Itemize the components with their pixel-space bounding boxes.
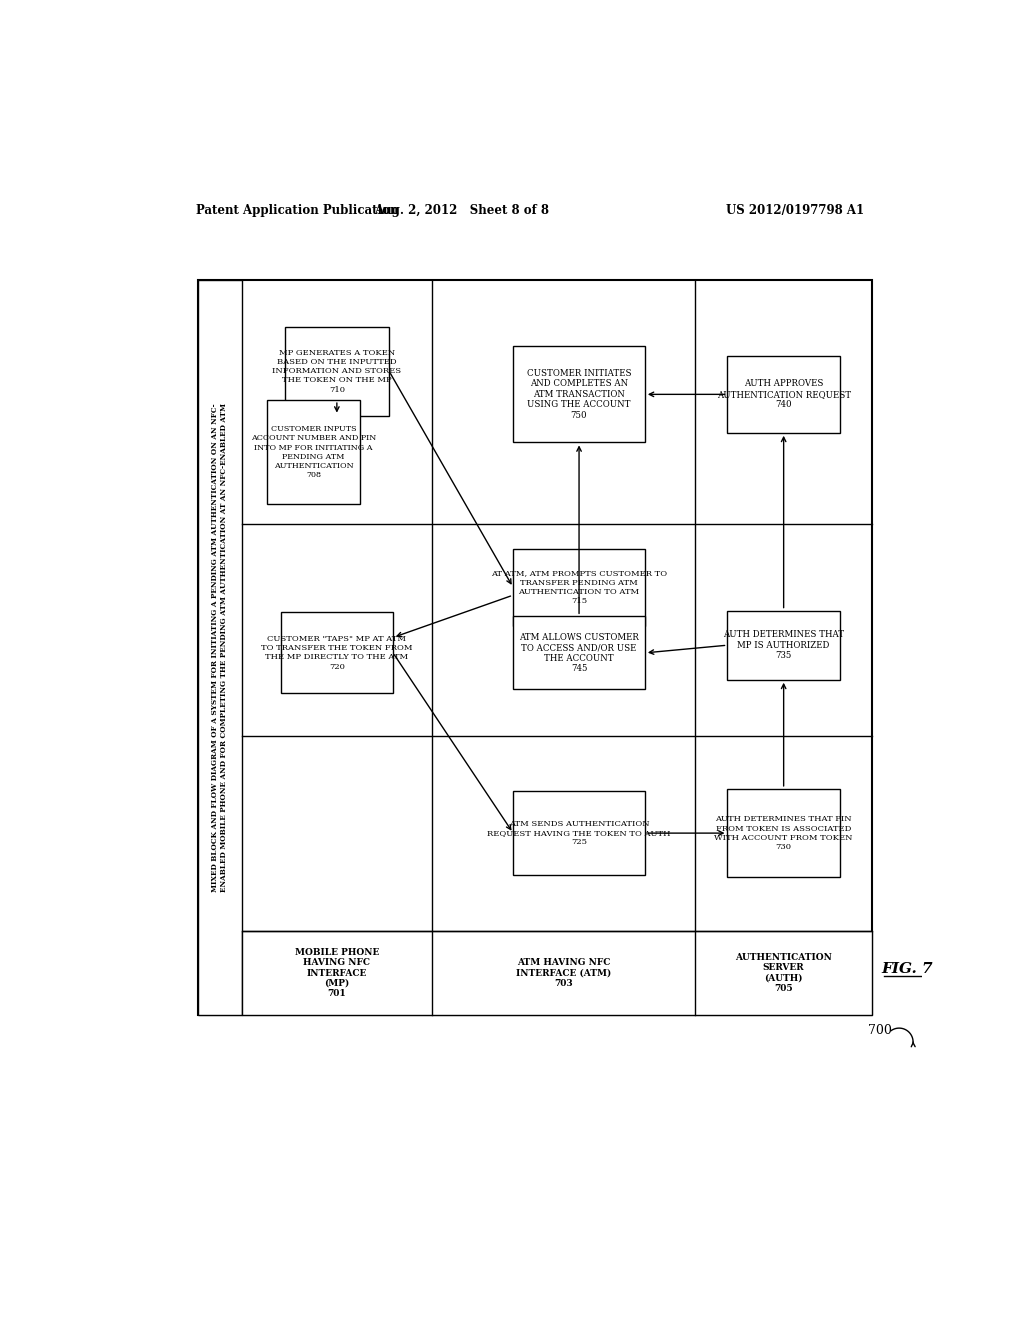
Bar <box>267 400 360 504</box>
Bar <box>513 346 645 442</box>
Bar <box>513 791 645 875</box>
Bar <box>513 549 645 626</box>
Text: CUSTOMER INITIATES
AND COMPLETES AN
ATM TRANSACTION
USING THE ACCOUNT
750: CUSTOMER INITIATES AND COMPLETES AN ATM … <box>526 370 632 420</box>
Text: AT ATM, ATM PROMPTS CUSTOMER TO
TRANSFER PENDING ATM
AUTHENTICATION TO ATM
715: AT ATM, ATM PROMPTS CUSTOMER TO TRANSFER… <box>490 570 667 606</box>
Text: MP GENERATES A TOKEN
BASED ON THE INPUTTED
INFORMATION AND STORES
THE TOKEN ON T: MP GENERATES A TOKEN BASED ON THE INPUTT… <box>272 348 401 393</box>
Bar <box>242 931 872 1015</box>
Text: AUTH DETERMINES THAT
MP IS AUTHORIZED
735: AUTH DETERMINES THAT MP IS AUTHORIZED 73… <box>723 630 844 660</box>
Text: US 2012/0197798 A1: US 2012/0197798 A1 <box>726 205 864 218</box>
Text: FIG. 7: FIG. 7 <box>881 962 933 975</box>
Bar <box>513 616 645 689</box>
Bar <box>281 612 393 693</box>
Text: MIXED BLOCK AND FLOW DIAGRAM OF A SYSTEM FOR INITIATING A PENDING ATM AUTHENTICA: MIXED BLOCK AND FLOW DIAGRAM OF A SYSTEM… <box>211 403 228 892</box>
Text: CUSTOMER "TAPS" MP AT ATM
TO TRANSFER THE TOKEN FROM
THE MP DIRECTLY TO THE ATM
: CUSTOMER "TAPS" MP AT ATM TO TRANSFER TH… <box>261 635 413 671</box>
Text: ATM ALLOWS CUSTOMER
TO ACCESS AND/OR USE
THE ACCOUNT
745: ATM ALLOWS CUSTOMER TO ACCESS AND/OR USE… <box>519 632 639 673</box>
Text: 700: 700 <box>867 1024 892 1038</box>
Text: AUTH APPROVES
AUTHENTICATION REQUEST
740: AUTH APPROVES AUTHENTICATION REQUEST 740 <box>717 379 851 409</box>
Text: MOBILE PHONE
HAVING NFC
INTERFACE
(MP)
701: MOBILE PHONE HAVING NFC INTERFACE (MP) 7… <box>295 948 379 998</box>
Text: CUSTOMER INPUTS
ACCOUNT NUMBER AND PIN
INTO MP FOR INITIATING A
PENDING ATM
AUTH: CUSTOMER INPUTS ACCOUNT NUMBER AND PIN I… <box>251 425 376 479</box>
Bar <box>198 280 242 1015</box>
Bar <box>727 789 840 878</box>
Text: AUTH DETERMINES THAT PIN
FROM TOKEN IS ASSOCIATED
WITH ACCOUNT FROM TOKEN
730: AUTH DETERMINES THAT PIN FROM TOKEN IS A… <box>715 816 853 851</box>
Text: ATM HAVING NFC
INTERFACE (ATM)
703: ATM HAVING NFC INTERFACE (ATM) 703 <box>516 958 611 987</box>
Bar <box>285 327 389 416</box>
Bar <box>198 280 872 1015</box>
Text: Patent Application Publication: Patent Application Publication <box>197 205 398 218</box>
Bar <box>727 356 840 433</box>
Text: ATM SENDS AUTHENTICATION
REQUEST HAVING THE TOKEN TO AUTH
725: ATM SENDS AUTHENTICATION REQUEST HAVING … <box>487 820 671 846</box>
Text: AUTHENTICATION
SERVER
(AUTH)
705: AUTHENTICATION SERVER (AUTH) 705 <box>735 953 833 993</box>
Bar <box>727 611 840 680</box>
Text: Aug. 2, 2012   Sheet 8 of 8: Aug. 2, 2012 Sheet 8 of 8 <box>374 205 549 218</box>
